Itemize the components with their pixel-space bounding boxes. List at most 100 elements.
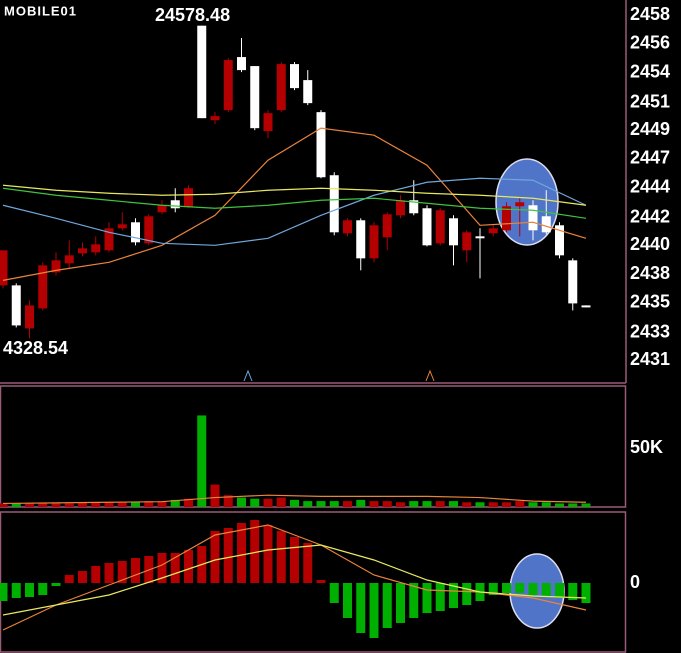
candle-body [38, 265, 48, 309]
bar [38, 503, 48, 507]
bar [581, 583, 591, 603]
y-tick-label: 2440 [630, 234, 670, 254]
bar [197, 415, 207, 507]
bar [555, 503, 564, 507]
candle-body [475, 236, 485, 239]
candle-body [290, 64, 299, 89]
candle-body [462, 232, 472, 251]
bar [210, 531, 220, 583]
candle-body [184, 188, 193, 208]
bar [435, 583, 445, 611]
candle-body [541, 216, 551, 233]
bar [488, 502, 498, 507]
bar [104, 563, 114, 583]
y-tick-label: 2444 [630, 176, 670, 196]
bar [449, 501, 458, 507]
annotation: 4328.54 [3, 338, 68, 358]
bar [356, 499, 366, 507]
candle-body [396, 200, 405, 216]
bar [316, 501, 326, 507]
bar [223, 495, 233, 507]
candle-body [488, 228, 498, 234]
bar [64, 575, 74, 583]
bar [78, 571, 87, 583]
bar [157, 501, 167, 507]
bar [263, 525, 273, 583]
bar [369, 583, 379, 638]
y-tick-label: 2454 [630, 61, 670, 81]
bar [568, 583, 578, 600]
bar [64, 503, 74, 507]
candle-body [329, 175, 339, 233]
panel-borders [0, 0, 627, 653]
bar [581, 503, 591, 507]
bar [250, 520, 260, 583]
annotation: 24578.48 [155, 5, 230, 25]
ma-line [2, 544, 587, 616]
bar [263, 498, 273, 507]
candle-body [276, 64, 286, 111]
candle-body [555, 225, 564, 256]
y-tick-label: 2442 [630, 207, 670, 227]
candle-body [369, 225, 379, 259]
bar [343, 501, 352, 507]
bar [25, 583, 34, 597]
y-tick-label: 2451 [630, 91, 670, 111]
candle-body [422, 208, 432, 246]
bar [356, 583, 366, 633]
y-tick-label: 50K [630, 437, 663, 457]
bar [568, 503, 578, 507]
candle-body [51, 260, 61, 273]
bar [502, 583, 511, 593]
bar [475, 502, 485, 507]
candle-body [0, 250, 8, 286]
logo: MOBILE01 [4, 3, 77, 18]
bar [11, 583, 21, 598]
candle-body [250, 66, 260, 129]
bar [343, 583, 352, 618]
bar [51, 503, 61, 507]
bar [409, 583, 419, 618]
candle-body [343, 220, 352, 234]
candle-body [382, 214, 392, 238]
bar [157, 553, 167, 583]
candle-body [568, 260, 578, 304]
bar [329, 501, 339, 507]
bar [210, 484, 220, 507]
ma-line [2, 177, 587, 246]
bar [0, 583, 8, 601]
candle-body [91, 244, 101, 253]
candle-body [117, 224, 127, 229]
candle-body [435, 210, 445, 244]
bar [91, 502, 101, 507]
bar [515, 583, 525, 593]
y-tick-label: 2433 [630, 322, 670, 342]
bar [117, 561, 127, 583]
candle-body [131, 222, 140, 243]
bar [78, 502, 87, 507]
bar [131, 558, 140, 583]
bar [144, 501, 154, 507]
marker [243, 369, 253, 382]
bar [290, 499, 299, 507]
bar [382, 501, 392, 507]
bar [131, 502, 140, 507]
bar [237, 523, 246, 583]
candle-body [409, 200, 419, 214]
bar [515, 501, 525, 507]
y-tick-label: 2449 [630, 119, 670, 139]
y-tick-label: 2456 [630, 33, 670, 53]
bar [369, 501, 379, 507]
bar [462, 502, 472, 507]
bar [290, 537, 299, 583]
candle-body [449, 218, 458, 246]
candle-body [356, 220, 366, 259]
bar [223, 528, 233, 583]
candle-body [237, 57, 246, 71]
bar [303, 501, 313, 507]
candle-body [144, 216, 154, 244]
ma-line [2, 187, 587, 219]
bar [91, 566, 101, 583]
bar [237, 497, 246, 507]
candle-body [78, 248, 87, 254]
